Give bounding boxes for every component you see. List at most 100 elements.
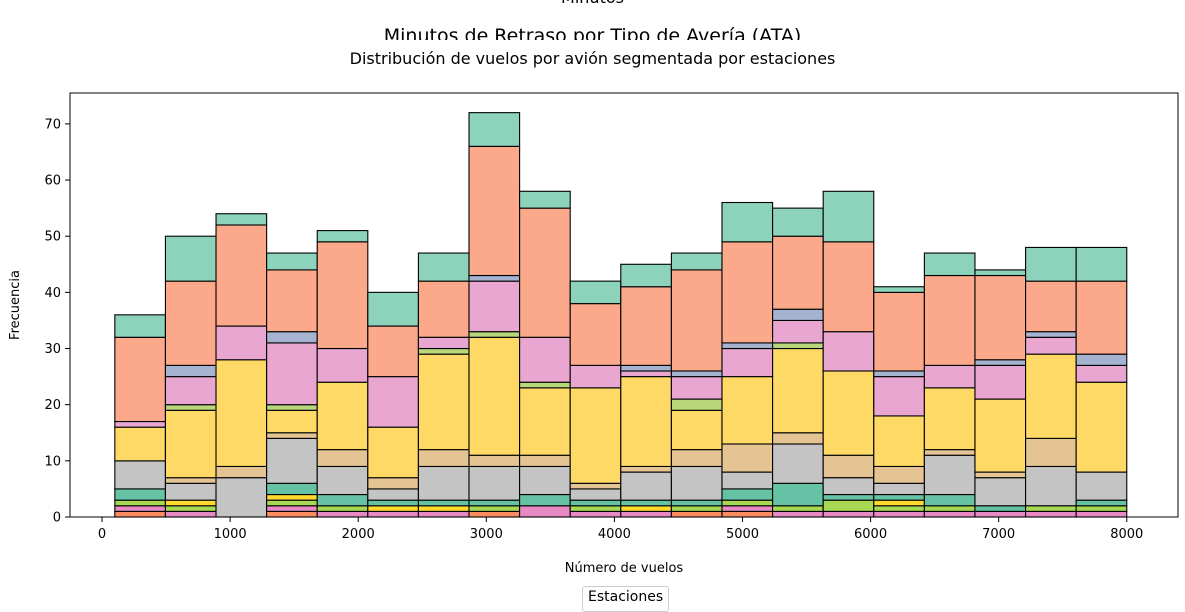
histogram-bar-segment [1025,437,1077,468]
histogram-bar-segment [164,404,217,411]
histogram-bar-segment [822,499,875,512]
histogram-bar-segment [468,280,521,333]
x-tick-label: 6000 [854,527,887,542]
histogram-bar-segment [316,493,369,507]
histogram-bar-segment [721,505,774,512]
histogram-bar-segment [620,263,672,288]
histogram-bar-segment [367,505,419,512]
histogram-bar-segment [417,505,470,512]
histogram-bar-segment [164,477,217,484]
histogram-bar-segment [923,274,976,366]
histogram-bar-segment [772,432,824,445]
histogram-bar-segment [266,409,318,434]
histogram-bar-segment [367,376,419,428]
legend: Estaciones [582,586,670,612]
histogram-bar-segment [266,510,318,518]
histogram-bar-segment [923,387,976,451]
legend-title: Estaciones [588,589,664,605]
histogram-bar-segment [519,454,571,468]
histogram-bar-segment [266,493,318,501]
histogram-bar-segment [620,510,672,518]
histogram-bar-segment [417,336,470,350]
x-axis-label: Número de vuelos [565,561,684,576]
histogram-bar-segment [569,499,622,507]
histogram-bar-segment [266,342,318,406]
histogram-bar-segment [316,510,369,518]
histogram-bar-segment [721,241,774,344]
histogram-bar-segment [923,493,976,507]
histogram-bar-segment [1075,499,1128,507]
histogram-bar-segment [417,510,470,518]
histogram-bar-segment [923,252,976,277]
y-axis-label: Frecuencia [8,270,23,340]
histogram-bar-segment [620,370,672,378]
histogram-bar-segment [114,499,166,507]
histogram-bar-segment [1075,246,1128,282]
histogram-bar-segment [1075,505,1128,512]
histogram-bar-segment [266,404,318,411]
histogram-bar-segment [721,347,774,378]
histogram-bar-segment [974,269,1027,277]
histogram-bar-segment [417,280,470,338]
histogram-bar-segment [721,443,774,473]
histogram-bar-segment [822,331,875,372]
histogram-bar-segment [1075,353,1128,366]
histogram-bar-segment [1025,465,1077,507]
histogram-bar-segment [215,224,268,327]
x-tick-label: 5000 [726,527,759,542]
histogram-bar-segment [114,460,166,490]
histogram-bar-segment [670,449,723,468]
y-axis-ticks: 0 10 20 30 40 50 60 70 [44,117,70,526]
histogram-bar-segment [772,207,824,237]
histogram-bar-segment [266,432,318,439]
background-figure-top-text: Minutos [0,0,1185,8]
histogram-bar-segment [519,465,571,496]
histogram-bar-segment [519,493,571,507]
histogram-bar-segment [1025,505,1077,512]
y-tick-label: 60 [44,174,61,189]
histogram-bar-segment [215,359,268,468]
histogram-bar-segment [569,280,622,305]
histogram-bar-segment [923,505,976,512]
x-tick-label: 0 [98,527,106,542]
histogram-bar-segment [468,145,521,277]
histogram-bar-segment [670,398,723,411]
histogram-bar-segment [468,505,521,512]
histogram-bar-segment [215,465,268,479]
histogram-bar-segment [164,409,217,479]
histogram-bar-segment [670,269,723,372]
histogram-bar-segment [215,477,268,518]
histogram-bar-segment [569,364,622,389]
histogram-bar-segment [620,499,672,507]
histogram-bar-segment [468,274,521,282]
histogram-bar-segment [569,505,622,512]
histogram-bar-segment [670,465,723,501]
histogram-bar-segment [873,499,925,507]
histogram-bar-segment [1075,364,1128,383]
histogram-bar-segment [316,449,369,468]
y-tick-label: 40 [44,286,61,301]
histogram-bar-segment [164,505,217,512]
histogram-bar-segment [164,280,217,366]
histogram-bar-segment [620,364,672,372]
y-tick-label: 0 [53,511,61,526]
histogram-bar-segment [519,505,571,518]
histogram-bar-segment [670,499,723,507]
histogram-bar-segment [417,353,470,451]
histogram-bar-segment [1025,510,1077,518]
histogram-bar-segment [468,499,521,507]
histogram-bar-segment [468,465,521,501]
histogram-bar-segment [670,510,723,518]
histogram-bar-segment [569,482,622,490]
histogram-bar-segment [519,336,571,383]
histogram-bar-segment [772,308,824,321]
y-tick-label: 10 [44,454,61,469]
histogram-bar-segment [417,465,470,501]
histogram-bar-segment [114,510,166,518]
histogram-bar-segment [721,201,774,243]
histogram-bar-segment [266,499,318,507]
histogram-bar-segment [620,465,672,473]
histogram-bar-segment [1075,381,1128,473]
histogram-bar-segment [569,387,622,484]
histogram-bar-segment [620,376,672,468]
